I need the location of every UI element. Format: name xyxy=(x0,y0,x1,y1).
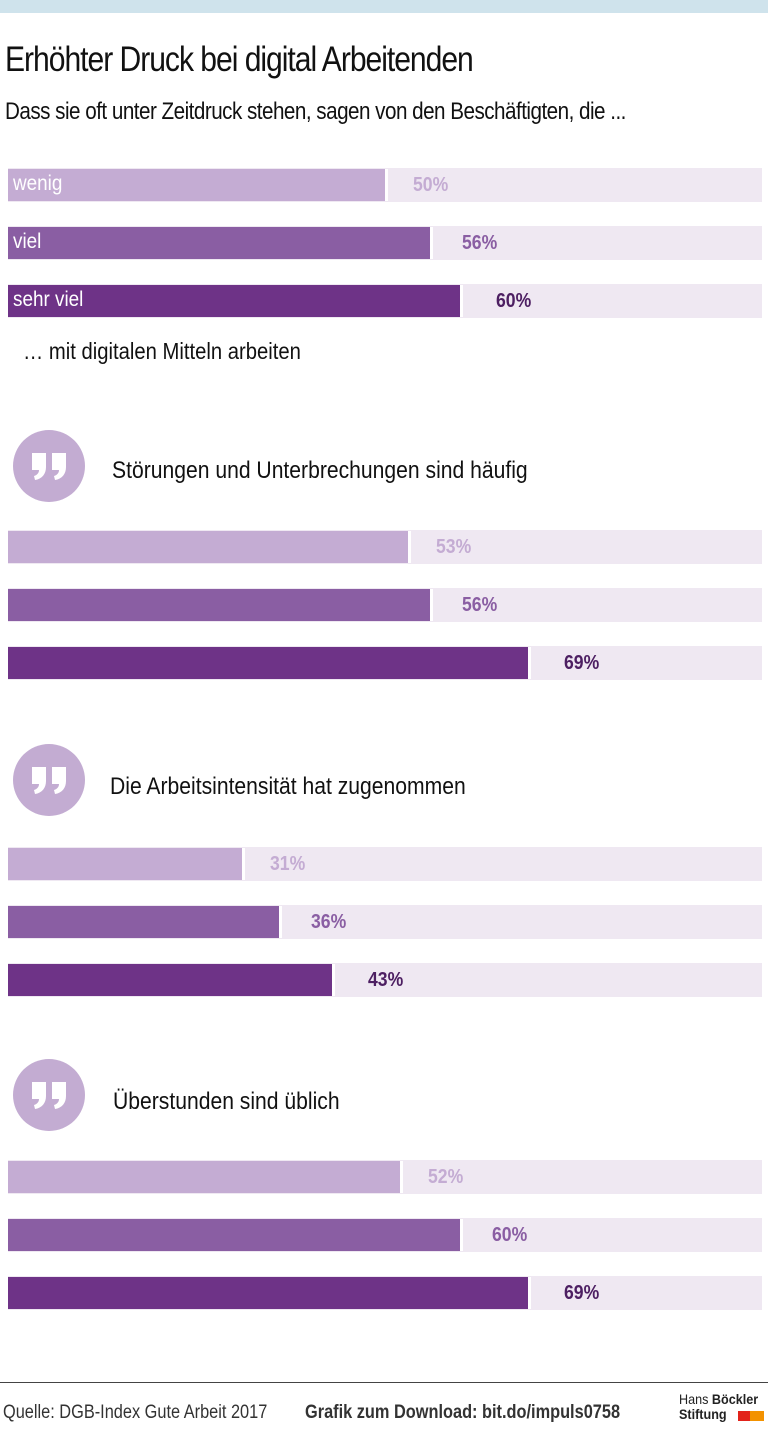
value-label: 56% xyxy=(462,594,498,616)
bar-viel xyxy=(8,227,433,259)
bar-row: 60% xyxy=(8,1218,762,1252)
footer-divider xyxy=(0,1382,768,1383)
value-label: 56% xyxy=(462,232,498,254)
bar-sehr-viel xyxy=(8,647,531,679)
quote-icon xyxy=(13,744,85,816)
value-label: 52% xyxy=(428,1166,464,1188)
bar-viel xyxy=(8,906,282,938)
bar-wenig xyxy=(8,1161,403,1193)
bar-row: 69% xyxy=(8,646,762,680)
bar-wenig xyxy=(8,169,388,201)
value-label: 31% xyxy=(270,853,306,875)
group-heading: Störungen und Unterbrechungen sind häufi… xyxy=(112,457,528,484)
logo-hans: Hans xyxy=(679,1391,709,1407)
group-heading: Überstunden sind üblich xyxy=(113,1088,340,1115)
bar-row: sehr viel 60% xyxy=(8,284,762,318)
category-note: … mit digitalen Mitteln arbeiten xyxy=(23,338,301,364)
value-label: 50% xyxy=(413,174,449,196)
value-label: 69% xyxy=(564,1282,600,1304)
category-label: wenig xyxy=(13,172,63,195)
bar-row: 56% xyxy=(8,588,762,622)
quote-icon xyxy=(13,1059,85,1131)
value-label: 60% xyxy=(496,290,532,312)
chart-subtitle: Dass sie oft unter Zeitdruck stehen, sag… xyxy=(5,98,626,125)
logo-stiftung: Stiftung xyxy=(679,1406,727,1422)
logo-text-line1: Hans Böckler xyxy=(679,1391,758,1407)
bar-viel xyxy=(8,1219,463,1251)
bar-sehr-viel xyxy=(8,285,463,317)
download-link[interactable]: Grafik zum Download: bit.do/impuls0758 xyxy=(305,1402,621,1423)
bar-sehr-viel xyxy=(8,1277,531,1309)
category-label: viel xyxy=(13,230,42,253)
logo-red-square xyxy=(738,1411,750,1421)
chart-title: Erhöhter Druck bei digital Arbeitenden xyxy=(5,40,474,79)
bar-row: 36% xyxy=(8,905,762,939)
bar-row: 43% xyxy=(8,963,762,997)
logo-orange-square xyxy=(750,1411,764,1421)
bar-wenig xyxy=(8,848,245,880)
logo-boeckler: Böckler xyxy=(711,1391,759,1407)
bar-row: 53% xyxy=(8,530,762,564)
value-label: 36% xyxy=(311,911,347,933)
value-label: 69% xyxy=(564,652,600,674)
top-banner xyxy=(0,0,768,13)
bar-viel xyxy=(8,589,433,621)
group-heading: Die Arbeitsintensität hat zugenommen xyxy=(110,773,466,800)
quote-icon xyxy=(13,430,85,502)
category-label: sehr viel xyxy=(13,288,84,311)
value-label: 53% xyxy=(436,536,472,558)
bar-row: viel 56% xyxy=(8,226,762,260)
bar-sehr-viel xyxy=(8,964,335,996)
bar-row: wenig 50% xyxy=(8,168,762,202)
value-label: 60% xyxy=(492,1224,528,1246)
source-text: Quelle: DGB-Index Gute Arbeit 2017 xyxy=(3,1402,268,1423)
bar-wenig xyxy=(8,531,411,563)
bar-row: 31% xyxy=(8,847,762,881)
value-label: 43% xyxy=(368,969,404,991)
bar-row: 52% xyxy=(8,1160,762,1194)
bar-row: 69% xyxy=(8,1276,762,1310)
